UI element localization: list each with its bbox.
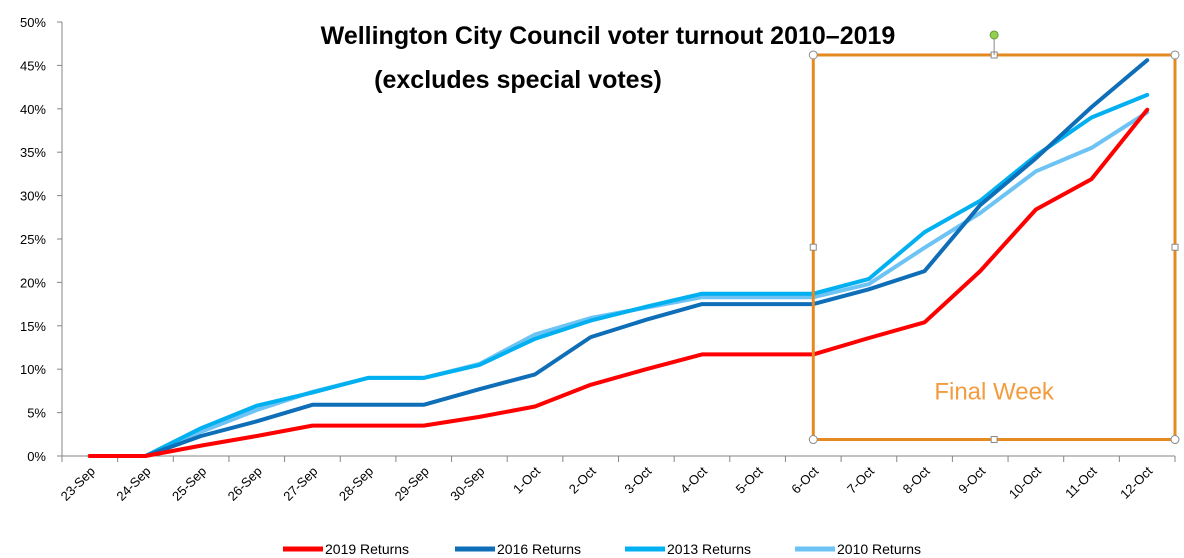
y-tick-label: 35% [20, 145, 46, 160]
x-tick-label: 3-Oct [621, 463, 654, 496]
legend-label: 2010 Returns [837, 541, 921, 557]
y-tick-label: 20% [20, 275, 46, 290]
x-tick-label: 28-Sep [336, 464, 376, 504]
final-week-annotation[interactable]: Final Week [808, 30, 1180, 445]
series-line-2019-returns [87, 107, 1150, 458]
series-line-2016-returns [87, 58, 1150, 458]
x-tick-label: 4-Oct [677, 463, 710, 496]
x-tick-label: 11-Oct [1062, 463, 1100, 501]
x-tick-label: 6-Oct [788, 463, 821, 496]
x-tick-label: 7-Oct [844, 463, 877, 496]
resize-handle-corner [808, 435, 818, 445]
y-tick-label: 10% [20, 362, 46, 377]
resize-handle-corner [808, 50, 818, 60]
x-tick-label: 1-Oct [510, 463, 543, 496]
resize-handle-side [990, 436, 998, 444]
legend-label: 2016 Returns [497, 541, 581, 557]
y-tick-label: 40% [20, 102, 46, 117]
x-tick-label: 9-Oct [955, 463, 988, 496]
y-tick-label: 0% [27, 449, 46, 464]
legend-label: 2019 Returns [325, 541, 409, 557]
x-tick-label: 8-Oct [900, 463, 933, 496]
x-tick-label: 25-Sep [169, 464, 209, 504]
resize-handle-corner [1170, 435, 1180, 445]
series-lines [87, 58, 1150, 458]
x-tick-label: 2-Oct [566, 463, 599, 496]
y-tick-label: 5% [27, 406, 46, 421]
chart-subtitle: (excludes special votes) [374, 66, 662, 94]
x-tick-label: 12-Oct [1117, 463, 1155, 501]
rotate-handle [989, 30, 999, 40]
resize-handle-corner [1170, 50, 1180, 60]
y-tick-label: 25% [20, 232, 46, 247]
x-tick-label: 26-Sep [225, 464, 265, 504]
series-line-2013-returns [87, 92, 1150, 458]
x-tick-label: 5-Oct [733, 463, 766, 496]
resize-handle-side [809, 243, 817, 251]
x-tick-label: 27-Sep [280, 464, 320, 504]
x-tick-label: 10-Oct [1006, 463, 1044, 501]
chart-title: Wellington City Council voter turnout 20… [321, 22, 896, 50]
legend-label: 2013 Returns [667, 541, 751, 557]
legend: 2019 Returns 2016 Returns 2013 Returns 2010… [283, 541, 921, 557]
x-tick-label: 30-Sep [447, 464, 487, 504]
x-tick-label: 24-Sep [113, 464, 153, 504]
final-week-label: Final Week [934, 379, 1055, 406]
x-tick-label: 23-Sep [58, 464, 98, 504]
y-tick-label: 45% [20, 58, 46, 73]
y-tick-label: 15% [20, 319, 46, 334]
x-tick-label: 29-Sep [392, 464, 432, 504]
y-tick-label: 50% [20, 15, 46, 30]
resize-handle-side [1171, 243, 1179, 251]
y-tick-label: 30% [20, 189, 46, 204]
